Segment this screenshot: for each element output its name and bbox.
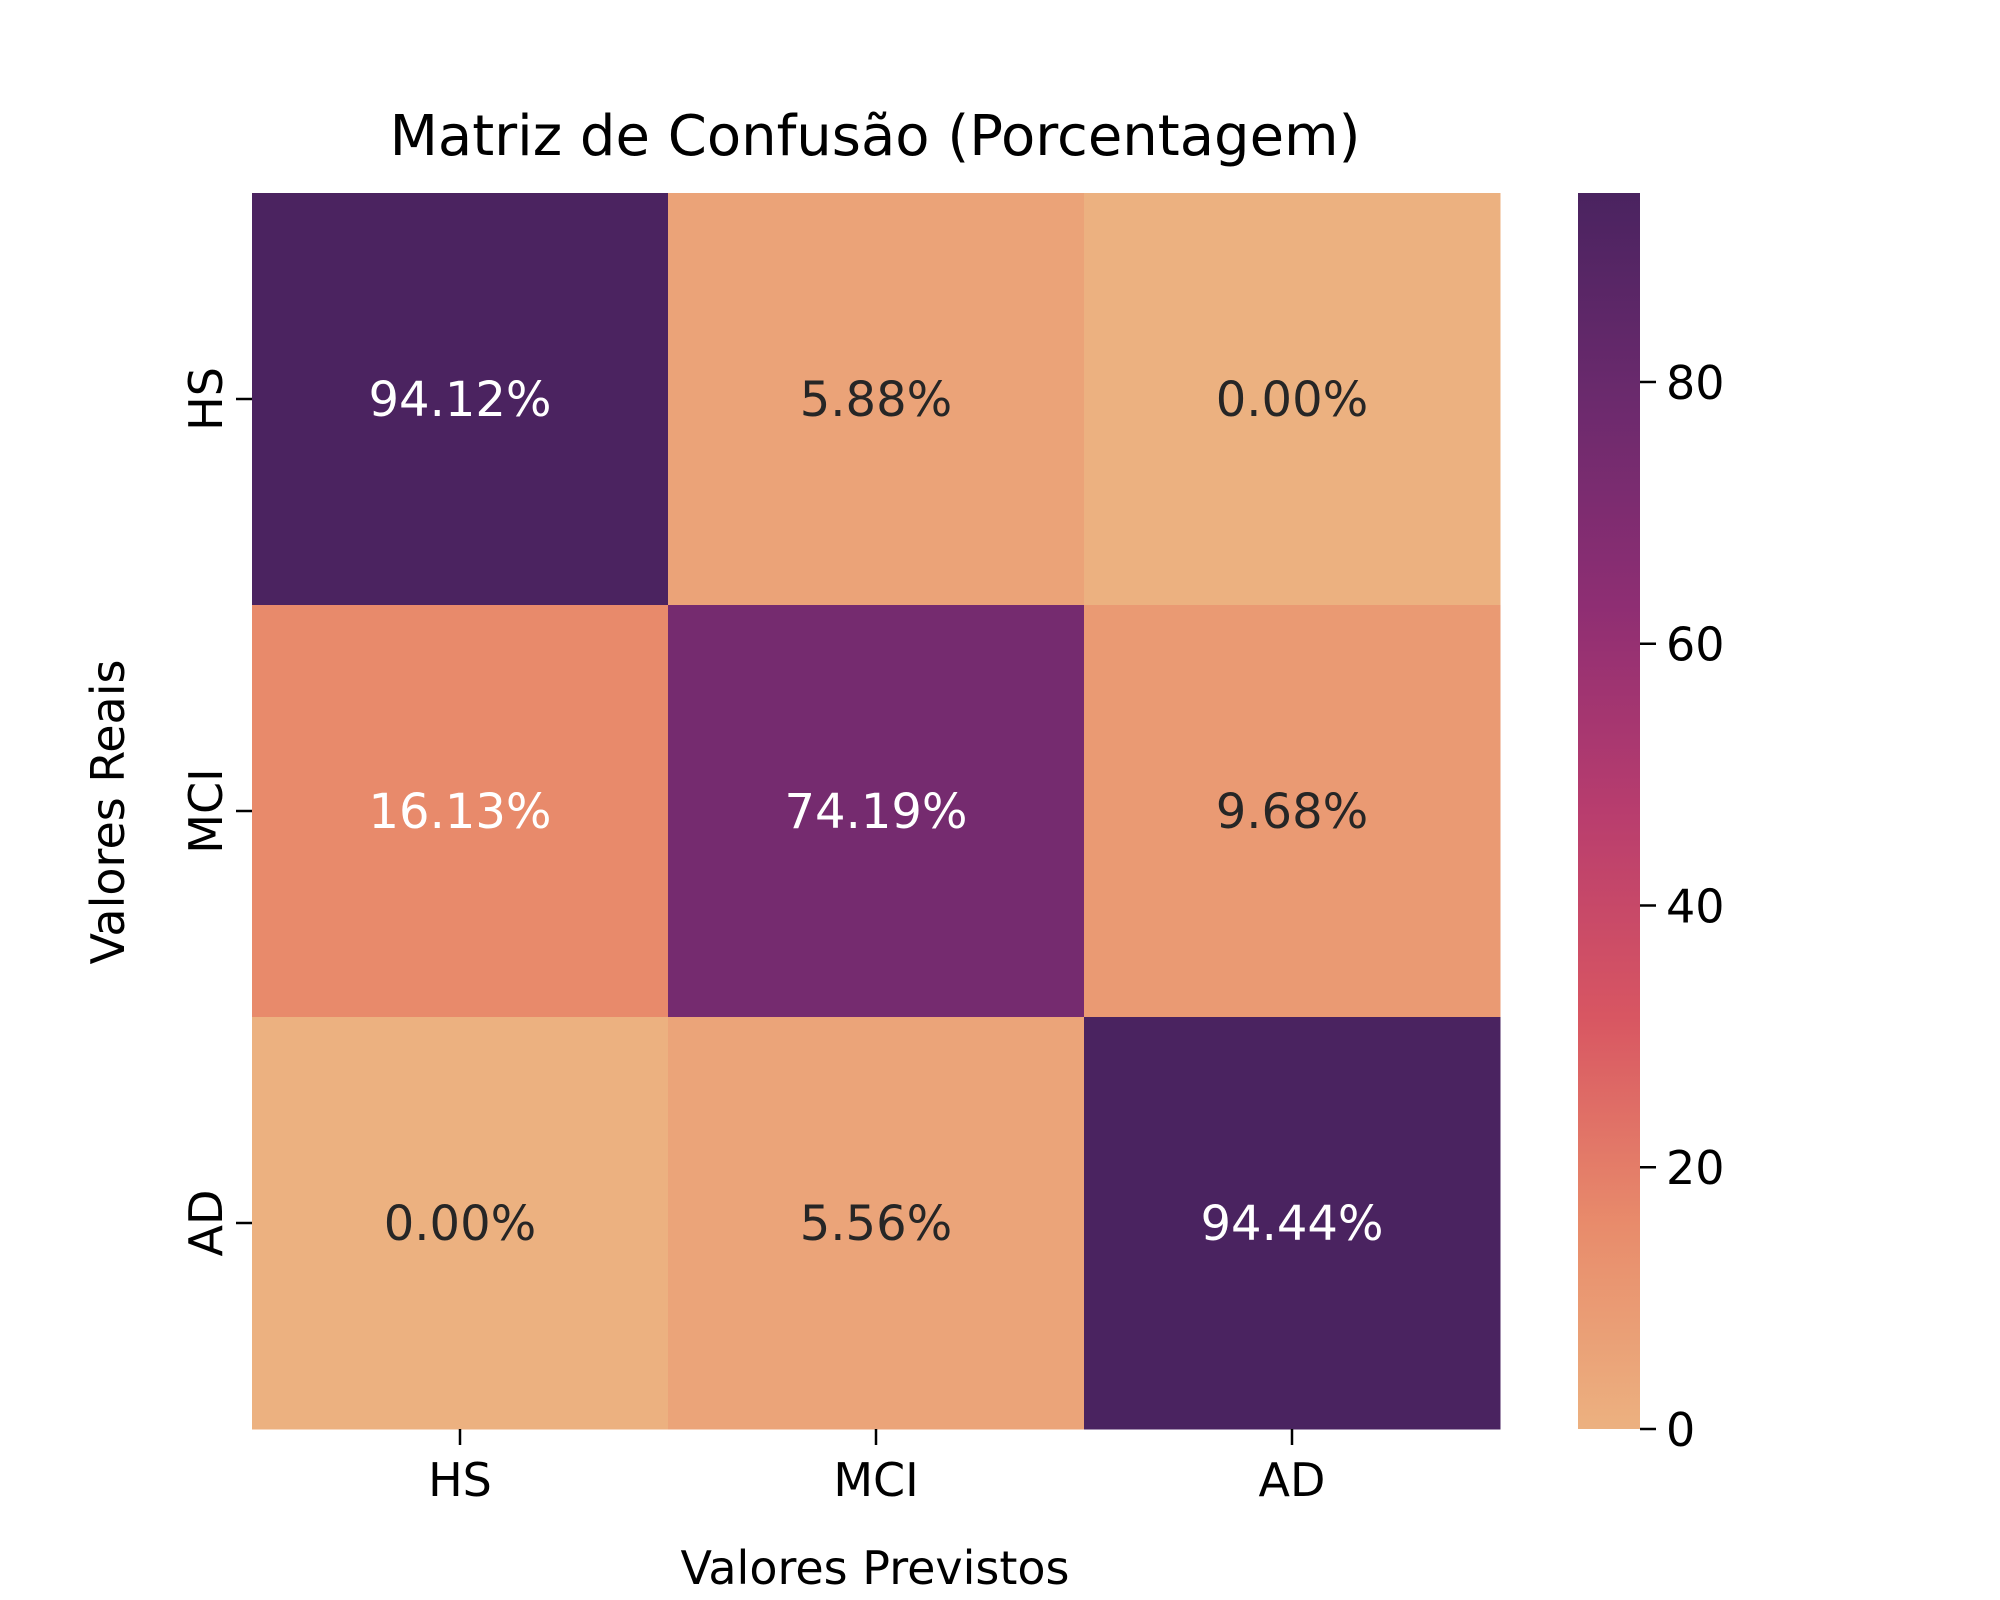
colorbar-tick-label: 0 bbox=[1666, 1403, 1695, 1457]
cell-value-label: 9.68% bbox=[1216, 784, 1368, 840]
colorbar-tick-label: 20 bbox=[1666, 1141, 1725, 1195]
y-axis-label: Valores Reais bbox=[81, 660, 135, 965]
x-tick-label: AD bbox=[1259, 1453, 1326, 1507]
cell-value-label: 94.44% bbox=[1200, 1196, 1383, 1252]
heatmap-cell bbox=[252, 1017, 669, 1430]
heatmap-cell bbox=[668, 1017, 1085, 1430]
heatmap-cells bbox=[252, 193, 1501, 1430]
heatmap-cell bbox=[1084, 605, 1501, 1018]
cell-value-label: 94.12% bbox=[368, 372, 551, 428]
y-axis: HS MCI AD bbox=[179, 367, 252, 1256]
heatmap-cell bbox=[1084, 1017, 1501, 1430]
heatmap-cell bbox=[668, 193, 1085, 606]
x-axis-label: Valores Previstos bbox=[680, 1541, 1069, 1595]
y-tick-label: MCI bbox=[179, 768, 233, 853]
cell-value-label: 5.88% bbox=[800, 372, 952, 428]
heatmap-cell bbox=[668, 605, 1085, 1018]
cell-value-label: 0.00% bbox=[384, 1196, 536, 1252]
x-tick-label: MCI bbox=[833, 1453, 918, 1507]
heatmap-cell bbox=[252, 193, 669, 606]
cell-value-label: 5.56% bbox=[800, 1196, 952, 1252]
chart-title: Matriz de Confusão (Porcentagem) bbox=[390, 104, 1361, 169]
colorbar-tick-label: 60 bbox=[1666, 618, 1725, 672]
cell-value-label: 74.19% bbox=[784, 784, 967, 840]
x-axis: HS MCI AD bbox=[428, 1429, 1325, 1507]
colorbar bbox=[1578, 193, 1640, 1429]
cell-value-label: 0.00% bbox=[1216, 372, 1368, 428]
heatmap-cell bbox=[1084, 193, 1501, 606]
x-tick-label: HS bbox=[428, 1453, 492, 1507]
colorbar-tick-label: 40 bbox=[1666, 879, 1725, 933]
y-tick-label: AD bbox=[179, 1190, 233, 1257]
y-tick-label: HS bbox=[179, 367, 233, 431]
heatmap-cell bbox=[252, 605, 669, 1018]
colorbar-tick-label: 80 bbox=[1666, 356, 1725, 410]
cell-value-label: 16.13% bbox=[368, 784, 551, 840]
colorbar-ticks: 0 20 40 60 80 bbox=[1640, 356, 1725, 1457]
heatmap-cell-labels: 94.12% 5.88% 0.00% 16.13% 74.19% 9.68% 0.00% 5.… bbox=[368, 372, 1383, 1252]
